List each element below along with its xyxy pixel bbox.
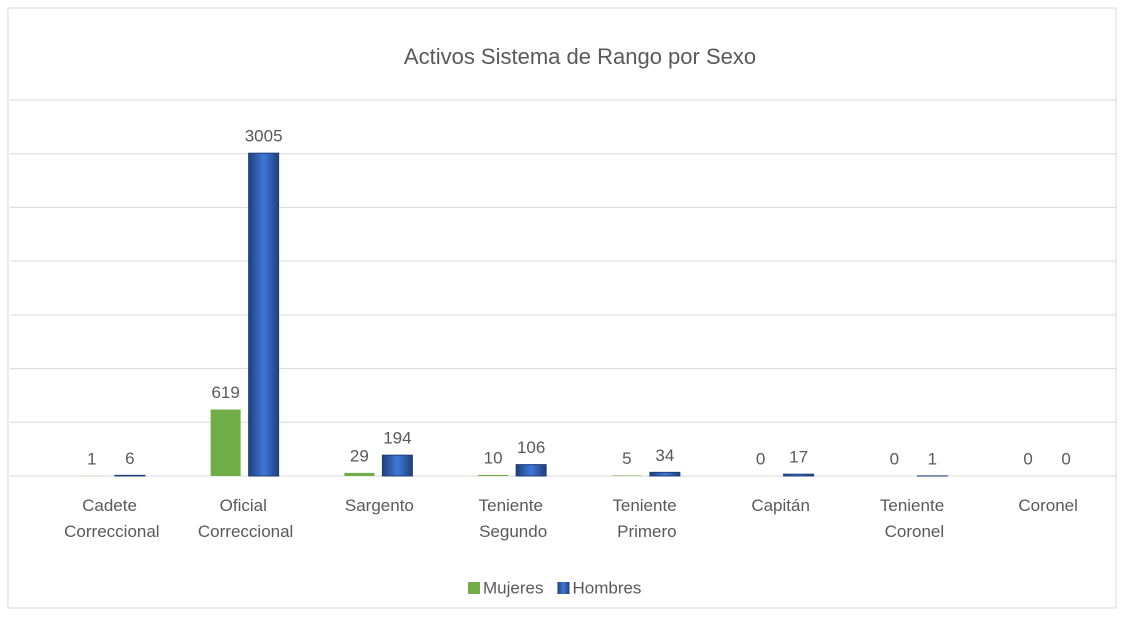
data-label: 0 xyxy=(1061,449,1070,468)
data-label: 34 xyxy=(655,446,674,465)
data-label: 619 xyxy=(211,383,239,402)
x-tick-label: Oficial Correccional xyxy=(198,496,293,541)
data-label: 5 xyxy=(622,449,631,468)
x-tick-label: Capitán xyxy=(751,496,810,515)
data-label: 29 xyxy=(350,446,369,465)
data-label: 1 xyxy=(87,449,96,468)
data-label: 0 xyxy=(890,449,899,468)
x-tick-label: Teniente Segundo xyxy=(479,496,548,541)
data-label: 0 xyxy=(1023,449,1032,468)
bar xyxy=(649,471,681,477)
x-tick-label: Teniente Coronel xyxy=(880,496,949,541)
bar xyxy=(248,152,280,477)
data-label: 6 xyxy=(125,449,134,468)
chart-frame xyxy=(7,7,1117,609)
bar xyxy=(515,464,547,477)
bar xyxy=(114,474,146,477)
x-tick-label: Teniente Primero xyxy=(612,496,681,541)
legend-label: Hombres xyxy=(572,578,641,597)
bar xyxy=(210,409,241,476)
chart-title: Activos Sistema de Rango por Sexo xyxy=(404,44,756,69)
bar xyxy=(478,474,509,476)
bar xyxy=(344,472,375,476)
data-label: 3005 xyxy=(245,127,283,146)
legend-swatch xyxy=(557,582,570,594)
bar xyxy=(783,473,815,477)
x-tick-label: Sargento xyxy=(345,496,414,515)
data-label: 106 xyxy=(517,438,545,457)
legend-swatch xyxy=(468,582,480,594)
legend-label: Mujeres xyxy=(483,578,543,597)
data-label: 17 xyxy=(789,448,808,467)
data-label: 10 xyxy=(484,448,503,467)
data-label: 0 xyxy=(756,449,765,468)
bar xyxy=(381,454,413,477)
x-tick-label: Coronel xyxy=(1018,496,1078,515)
data-label: 194 xyxy=(383,429,411,448)
x-tick-label: Cadete Correccional xyxy=(64,496,159,541)
bar xyxy=(611,475,642,476)
data-label: 1 xyxy=(928,449,937,468)
